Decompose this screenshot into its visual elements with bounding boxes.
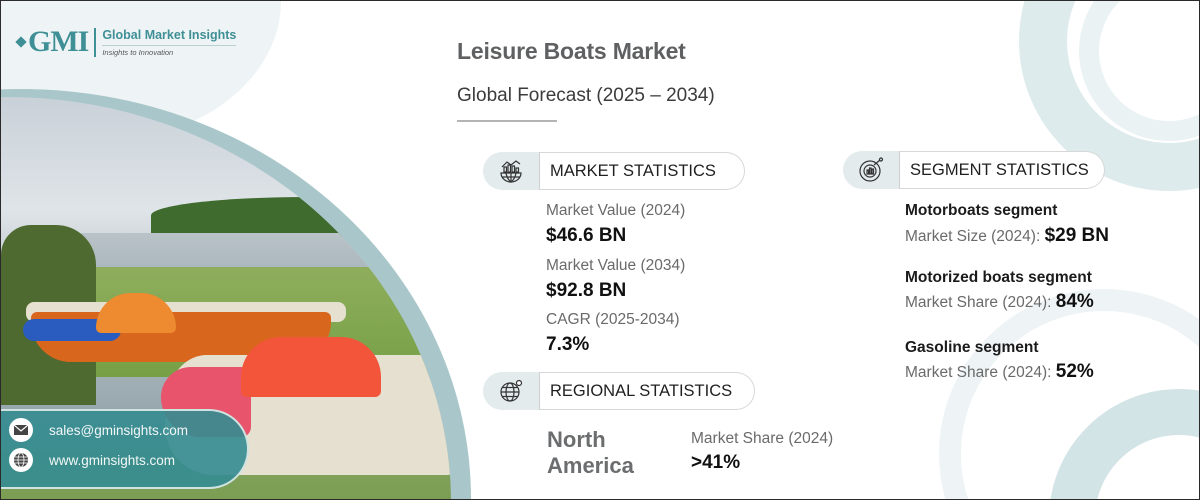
segment-metric-value: $29 BN	[1044, 225, 1109, 246]
region-metric-label: Market Share (2024)	[691, 430, 834, 447]
region-metric-value: >41%	[691, 452, 741, 473]
contact-email[interactable]: sales@gminsights.com	[49, 422, 189, 438]
market-value-2034-label: Market Value (2034)	[546, 257, 686, 274]
segment-name-motorized-boats: Motorized boats segment	[905, 269, 1092, 286]
contact-website[interactable]: www.gminsights.com	[49, 452, 176, 468]
regional-statistics-header: REGIONAL STATISTICS	[483, 371, 755, 411]
globe-pin-icon	[483, 372, 539, 410]
contact-website-row[interactable]: www.gminsights.com	[9, 448, 175, 472]
logo-mark-text: GMI	[28, 25, 89, 58]
brand-tagline: Insights to Innovation	[102, 44, 237, 57]
brand-name: Global Market Insights	[102, 27, 237, 42]
target-chart-icon	[843, 151, 899, 189]
segment-statistics-header: SEGMENT STATISTICS	[843, 150, 1105, 190]
segment-metric-value: 84%	[1055, 291, 1094, 312]
segment-name-motorboats: Motorboats segment	[905, 202, 1058, 219]
page-title: Leisure Boats Market	[457, 38, 686, 64]
logo-wordmark: Global Market Insights Insights to Innov…	[94, 27, 237, 57]
segment-statistics-heading: SEGMENT STATISTICS	[899, 151, 1105, 189]
segment-metric-label: Market Share (2024):	[905, 364, 1052, 381]
title-divider	[457, 120, 557, 122]
logo-mark: GMI	[15, 25, 89, 59]
segment-name-gasoline: Gasoline segment	[905, 339, 1039, 356]
envelope-icon	[9, 418, 33, 442]
page-subtitle: Global Forecast (2025 – 2034)	[457, 85, 715, 106]
market-value-2024-label: Market Value (2024)	[546, 202, 686, 219]
segment-metric-label: Market Share (2024):	[905, 294, 1052, 311]
market-value-2024: $46.6 BN	[546, 225, 627, 246]
region-name: North America	[547, 427, 634, 479]
segment-metric-motorboats: Market Size (2024): $29 BN	[905, 225, 1109, 247]
photo-boat-red-seat	[241, 337, 381, 397]
market-statistics-heading: MARKET STATISTICS	[539, 152, 745, 190]
brand-logo: GMI Global Market Insights Insights to I…	[15, 25, 237, 59]
segment-metric-value: 52%	[1055, 361, 1094, 382]
segment-metric-label: Market Size (2024):	[905, 228, 1041, 245]
segment-metric-motorized-boats: Market Share (2024): 84%	[905, 291, 1094, 313]
market-value-2034: $92.8 BN	[546, 280, 627, 301]
regional-statistics-heading: REGIONAL STATISTICS	[539, 372, 755, 410]
segment-metric-gasoline: Market Share (2024): 52%	[905, 361, 1094, 383]
photo-hills	[151, 197, 451, 237]
market-statistics-header: MARKET STATISTICS	[483, 151, 745, 191]
photo-boat-seat	[96, 293, 176, 333]
logo-diamond-icon	[15, 36, 27, 48]
contact-bar: sales@gminsights.com www.gminsights.com	[1, 409, 249, 489]
chart-globe-icon	[483, 152, 539, 190]
region-name-line1: North	[547, 427, 606, 452]
cagr-value: 7.3%	[546, 334, 590, 355]
contact-email-row[interactable]: sales@gminsights.com	[9, 418, 188, 442]
cagr-label: CAGR (2025-2034)	[546, 311, 680, 328]
region-name-line2: America	[547, 453, 634, 478]
globe-icon	[9, 448, 33, 472]
